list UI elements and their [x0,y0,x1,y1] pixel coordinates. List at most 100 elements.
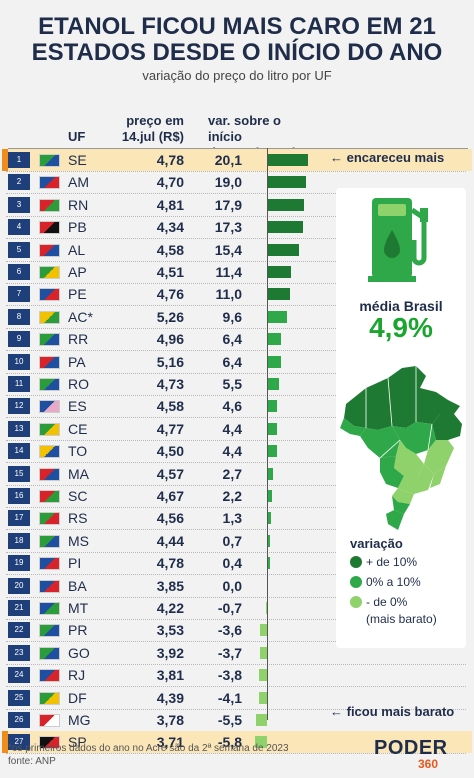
variation-bar [268,310,288,323]
state-flag-icon [39,512,60,526]
price-value: 4,67 [156,488,184,504]
price-value: 4,56 [156,510,184,527]
row-separator [6,260,466,262]
rank-badge: 22 [8,622,30,639]
variation-value: 0,0 [222,577,242,594]
row-separator [6,484,466,486]
uf-label: PI [68,555,82,572]
state-flag-icon [39,198,60,212]
row-separator [6,305,466,307]
row-separator [6,686,466,688]
media-label: média Brasil [359,298,443,314]
row-separator [6,417,466,419]
variation-value: -3,8 [217,667,242,684]
variation-value: 4,6 [222,398,242,415]
price-value: 4,77 [156,420,184,437]
row-highlight [2,149,472,171]
logo-number: 360 [418,757,438,771]
variation-bar [268,333,281,346]
rank-badge: 21 [8,600,30,616]
table-row: 19 PI 4,78 0,4 [0,552,474,576]
uf-label: SP [68,734,87,751]
table-row: 16 SC 4,67 2,2 [0,485,474,508]
variation-bar [268,266,291,278]
zero-axis [267,148,268,720]
table-row: 13 CE 4,77 4,4 [0,418,474,441]
variation-value: 2,7 [222,465,242,482]
title-line-2: ESTADOS DESDE O INÍCIO DO ANO [31,39,443,66]
row-highlight-marker [2,731,8,754]
row-separator [6,395,466,396]
uf-label: PR [68,622,88,639]
footnote-line-2: fonte: ANP [8,756,56,767]
legend-note: (mais barato) [366,612,437,626]
price-value: 5,26 [156,308,184,325]
rank-badge: 25 [8,689,30,706]
state-flag-icon [39,355,60,369]
state-flag-icon [39,646,60,660]
price-value: 4,76 [156,286,184,303]
variation-value: 4,4 [222,420,242,437]
legend-label-strong: + de 10% [366,555,418,569]
row-separator [6,663,466,665]
row-separator [6,507,466,508]
rank-badge: 16 [8,488,30,504]
price-value: 3,71 [156,734,184,751]
rank-badge: 3 [8,196,30,213]
uf-label: MG [68,712,91,728]
variation-value: 20,1 [214,152,242,168]
table-row: 4 PB 4,34 17,3 [0,216,474,240]
variation-bar [258,691,267,704]
table-row: 27 SP 3,71 -5,8 [0,731,474,755]
rank-badge: 12 [8,398,30,415]
logo-text: PODER [374,737,448,759]
state-flag-icon [39,422,60,436]
state-flag-icon [39,579,60,593]
price-value: 4,51 [156,264,184,280]
price-value: 3,85 [156,577,184,594]
row-highlight [2,731,472,754]
uf-label: RR [68,331,89,348]
price-value: 4,34 [156,219,184,236]
logo-number-text: 360 [418,757,439,771]
row-separator [6,372,466,374]
uf-label: PE [68,286,87,303]
rank-badge: 7 [8,286,30,303]
footnote: *os primeiros dados do ano no Acre são d… [8,742,289,768]
uf-label: DF [68,689,87,706]
uf-label: RJ [68,667,86,684]
variation-value: 9,6 [222,308,242,325]
table-row: 7 PE 4,76 11,0 [0,283,474,307]
row-separator [6,753,466,755]
header-price-line-1: preço em [126,113,184,128]
row-separator [6,283,466,284]
variation-bar [268,355,281,368]
price-value: 4,81 [156,196,184,213]
variation-bar [268,378,279,390]
state-flag-icon [39,378,60,391]
price-value: 4,57 [156,465,184,482]
price-value: 4,44 [156,532,184,549]
variation-value: 4,4 [222,443,242,460]
variation-bar [268,400,278,413]
rank-badge: 1 [8,152,30,168]
variation-value: 1,3 [222,510,242,527]
table-row: 24 RJ 3,81 -3,8 [0,664,474,688]
table-row: 8 AC* 5,26 9,6 [0,306,474,329]
table-row: 21 MT 4,22 -0,7 [0,597,474,620]
uf-label: TO [68,443,88,460]
variation-bar [259,646,267,659]
rank-badge: 17 [8,510,30,527]
table-row: 15 MA 4,57 2,7 [0,463,474,486]
uf-label: BA [68,577,87,594]
fuel-pump-icon [368,198,428,282]
variation-bar [268,243,299,256]
variation-value: 17,9 [214,196,242,213]
row-separator [6,327,466,329]
uf-label: RS [68,510,88,527]
row-separator [6,529,466,531]
state-flag-icon [39,221,60,235]
variation-bar [255,736,267,749]
state-flag-icon [39,154,60,167]
variation-value: -4,1 [217,689,242,706]
